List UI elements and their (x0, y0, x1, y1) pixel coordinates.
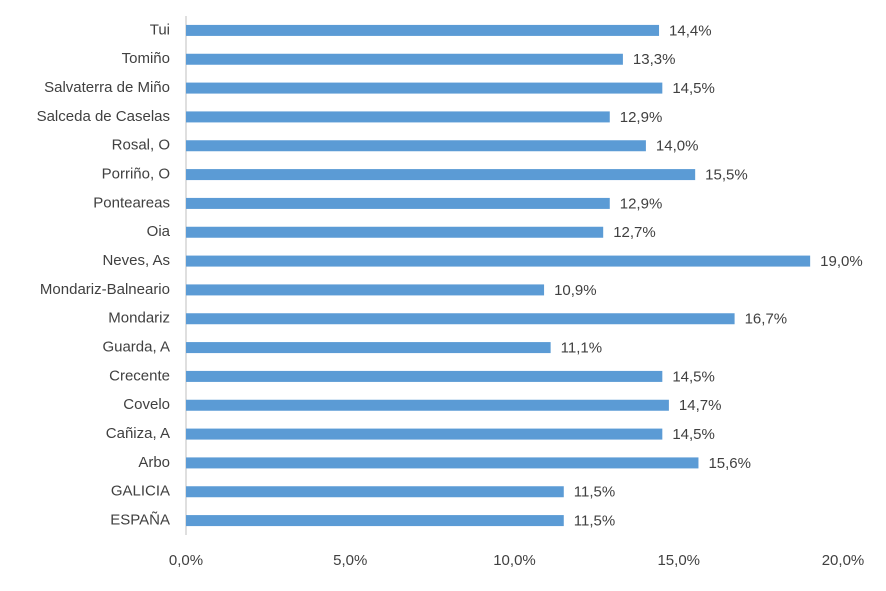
bar (186, 515, 564, 527)
bar (186, 457, 699, 469)
data-label: 15,6% (708, 455, 751, 472)
y-tick-label: Tui (150, 21, 170, 38)
y-tick-label: GALICIA (111, 483, 170, 500)
x-tick-label: 5,0% (333, 552, 367, 569)
data-label: 14,0% (656, 138, 699, 155)
data-label: 19,0% (820, 253, 863, 270)
y-tick-label: ESPAÑA (110, 512, 170, 529)
y-tick-label: Oia (147, 223, 171, 240)
bar (186, 399, 669, 411)
y-tick-label: Ponteareas (93, 194, 170, 211)
data-label: 10,9% (554, 282, 597, 299)
x-tick-label: 15,0% (657, 552, 700, 569)
data-label: 12,7% (613, 224, 656, 241)
y-tick-label: Tomiño (122, 50, 170, 67)
bar (186, 313, 735, 325)
bar (186, 486, 564, 498)
y-tick-label: Neves, As (102, 252, 170, 269)
bar (186, 111, 610, 123)
bar (186, 82, 663, 94)
data-label: 15,5% (705, 167, 748, 184)
y-tick-label: Salceda de Caselas (37, 108, 170, 125)
data-label: 14,5% (672, 426, 715, 443)
bar (186, 53, 623, 65)
data-label: 14,5% (672, 368, 715, 385)
x-tick-label: 10,0% (493, 552, 536, 569)
bar (186, 370, 663, 382)
data-label: 14,5% (672, 80, 715, 97)
data-label: 11,5% (574, 484, 615, 501)
y-tick-label: Salvaterra de Miño (44, 79, 170, 96)
bar (186, 428, 663, 440)
y-tick-label: Covelo (123, 396, 170, 413)
bar (186, 284, 545, 296)
x-tick-label: 20,0% (822, 552, 865, 569)
bar (186, 197, 610, 209)
bar (186, 169, 696, 181)
y-tick-label: Arbo (138, 454, 170, 471)
x-tick-label: 0,0% (169, 552, 203, 569)
bar (186, 226, 604, 238)
y-tick-label: Guarda, A (102, 339, 170, 356)
data-label: 11,1% (561, 340, 602, 357)
data-label: 11,5% (574, 513, 615, 530)
bar (186, 342, 551, 354)
y-tick-label: Mondariz (108, 310, 170, 327)
data-label: 16,7% (745, 311, 788, 328)
data-label: 14,7% (679, 397, 722, 414)
y-tick-label: Porriño, O (102, 166, 170, 183)
y-tick-label: Crecente (109, 367, 170, 384)
y-tick-label: Mondariz-Balneario (40, 281, 170, 298)
data-label: 13,3% (633, 51, 676, 68)
bar (186, 140, 646, 152)
y-tick-label: Cañiza, A (106, 425, 170, 442)
y-tick-label: Rosal, O (112, 137, 170, 154)
data-label: 14,4% (669, 22, 712, 39)
bar (186, 24, 660, 36)
data-label: 12,9% (620, 109, 663, 126)
data-label: 12,9% (620, 195, 663, 212)
bar (186, 255, 811, 267)
